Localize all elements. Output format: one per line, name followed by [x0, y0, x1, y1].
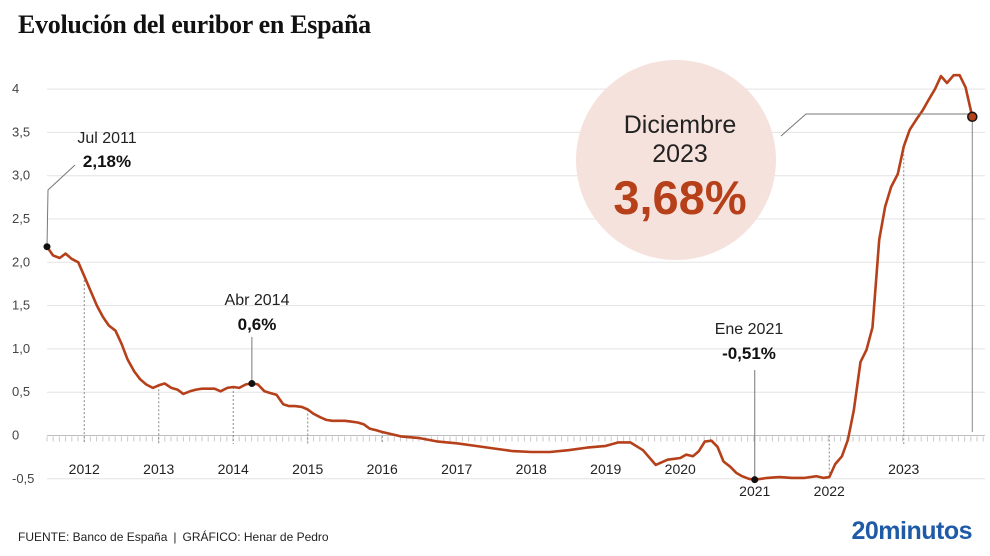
annotation-layer: Jul 2011 2,18% Abr 2014 0,6% Ene 2021 -0,51%	[43, 111, 978, 484]
brand-logo[interactable]: 20minutos	[851, 517, 972, 545]
euribor-series-line	[45, 73, 974, 481]
annotation-label: Ene 2021	[715, 321, 784, 338]
x-tick-label: 2014	[218, 461, 249, 477]
y-tick-label: 2,0	[12, 254, 30, 269]
chart-title: Evolución del euribor en España	[18, 10, 371, 39]
x-tick-label: 2012	[69, 461, 100, 477]
callout-label: 2023	[652, 140, 708, 168]
leader-line	[780, 113, 973, 137]
x-tick-label: 2017	[441, 461, 472, 477]
y-tick-label: 0	[12, 428, 19, 443]
x-tick-label: 2018	[516, 461, 547, 477]
callout-value: 3,68%	[613, 171, 746, 224]
y-tick-label: 3,5	[12, 124, 30, 139]
y-tick-label: 0,5	[12, 384, 30, 399]
annotation-value: 0,6%	[238, 315, 277, 334]
point-marker	[751, 476, 759, 484]
x-tick-label: 2019	[590, 461, 621, 477]
guide-layer	[83, 146, 905, 478]
point-marker	[967, 111, 978, 123]
annotation-label: Abr 2014	[225, 292, 290, 309]
y-tick-label: 2,5	[12, 211, 30, 226]
y-tick-label: 4	[12, 81, 19, 96]
grid-layer	[47, 88, 985, 480]
x-tick-label: 2022	[814, 483, 845, 499]
footer-separator: |	[173, 530, 177, 544]
x-tick-label: 2023	[888, 461, 919, 477]
annotation-value: 2,18%	[83, 152, 131, 171]
x-tick-label: 2020	[665, 461, 696, 477]
x-tick-label: 2013	[143, 461, 174, 477]
line-layer	[45, 73, 974, 481]
point-marker	[248, 380, 256, 388]
credit-note: GRÁFICO: Henar de Pedro	[182, 530, 329, 544]
callout-label: Diciembre	[624, 111, 737, 139]
y-tick-label: 1,0	[12, 341, 30, 356]
highlight-circle	[576, 60, 776, 260]
annotation-label: Jul 2011	[77, 130, 136, 147]
annotation-value: -0,51%	[722, 344, 776, 363]
x-tick-label: 2015	[292, 461, 323, 477]
y-tick-label: -0,5	[12, 471, 34, 486]
leader-line	[46, 164, 76, 247]
axis-layer: 4 3,5 3,0 2,5 2,0 1,5 1,0 0,5 0 -0,5 2012 2013 2014 2…	[12, 81, 984, 499]
source-note: FUENTE: Banco de España	[18, 530, 168, 544]
y-tick-label: 3,0	[12, 168, 30, 183]
point-marker	[43, 243, 51, 251]
footer: FUENTE: Banco de España | GRÁFICO: Henar d…	[18, 530, 329, 544]
x-tick-label: 2021	[739, 483, 770, 499]
x-tick-label: 2016	[367, 461, 398, 477]
y-tick-label: 1,5	[12, 298, 30, 313]
